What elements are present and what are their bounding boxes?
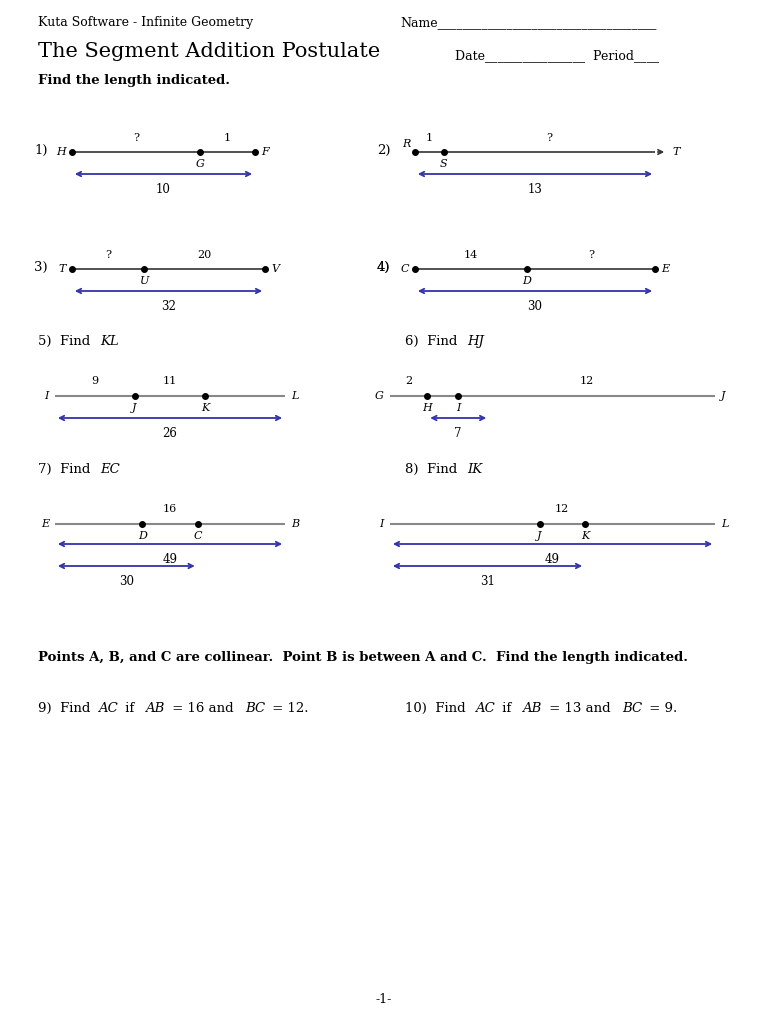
Text: D: D	[138, 531, 147, 541]
Text: 4): 4)	[377, 260, 390, 273]
Text: EC: EC	[100, 463, 120, 476]
Text: 8)  Find: 8) Find	[405, 463, 462, 476]
Text: 14: 14	[464, 250, 478, 260]
Text: L: L	[291, 391, 299, 401]
Text: 32: 32	[161, 300, 176, 313]
Text: 49: 49	[163, 553, 177, 566]
Text: I: I	[456, 403, 461, 413]
Text: F: F	[261, 147, 269, 157]
Text: K: K	[201, 403, 210, 413]
Text: 1): 1)	[34, 143, 48, 157]
Text: J: J	[721, 391, 726, 401]
Text: 13: 13	[528, 183, 542, 196]
Text: = 9.: = 9.	[645, 702, 677, 715]
Text: 9: 9	[91, 376, 98, 386]
Text: D: D	[523, 276, 531, 286]
Text: 10)  Find: 10) Find	[405, 702, 470, 715]
Text: AB: AB	[522, 702, 542, 715]
Text: KL: KL	[100, 335, 118, 348]
Text: 7)  Find: 7) Find	[38, 463, 94, 476]
Text: ?: ?	[588, 250, 594, 260]
Text: 1: 1	[425, 133, 433, 143]
Text: 6)  Find: 6) Find	[405, 335, 462, 348]
Text: R: R	[402, 139, 411, 150]
Text: 3): 3)	[34, 260, 48, 273]
Text: 12: 12	[580, 376, 594, 386]
Text: 4): 4)	[377, 260, 390, 273]
Text: 31: 31	[480, 575, 495, 588]
Text: AC: AC	[98, 702, 118, 715]
Text: if: if	[121, 702, 138, 715]
Text: AB: AB	[145, 702, 165, 715]
Text: = 12.: = 12.	[268, 702, 308, 715]
Text: E: E	[661, 264, 669, 274]
Text: = 13 and: = 13 and	[545, 702, 614, 715]
Text: BC: BC	[246, 702, 266, 715]
Text: H: H	[56, 147, 66, 157]
Text: I: I	[379, 519, 384, 529]
Text: Name___________________________________: Name___________________________________	[400, 16, 657, 29]
Text: T: T	[58, 264, 66, 274]
Text: The Segment Addition Postulate: The Segment Addition Postulate	[38, 42, 380, 61]
Text: C: C	[400, 264, 409, 274]
Text: 30: 30	[119, 575, 134, 588]
Text: = 16 and: = 16 and	[167, 702, 237, 715]
Text: H: H	[422, 403, 432, 413]
Text: U: U	[140, 276, 149, 286]
Text: J: J	[132, 403, 137, 413]
Text: B: B	[291, 519, 299, 529]
Text: 11: 11	[163, 376, 177, 386]
Text: 2: 2	[406, 376, 412, 386]
Text: 5)  Find: 5) Find	[38, 335, 94, 348]
Text: J: J	[538, 531, 541, 541]
Text: Find the length indicated.: Find the length indicated.	[38, 74, 230, 87]
Text: T: T	[672, 147, 680, 157]
Text: HJ: HJ	[467, 335, 484, 348]
Text: C: C	[194, 531, 202, 541]
Text: Date________________  Period____: Date________________ Period____	[455, 49, 659, 62]
Text: E: E	[41, 519, 49, 529]
Text: 20: 20	[197, 250, 212, 260]
Text: 49: 49	[545, 553, 560, 566]
Text: 2): 2)	[377, 143, 390, 157]
Text: 26: 26	[163, 427, 177, 440]
Text: 7: 7	[455, 427, 462, 440]
Text: I: I	[45, 391, 49, 401]
Text: G: G	[375, 391, 384, 401]
Text: BC: BC	[623, 702, 643, 715]
Text: 10: 10	[156, 183, 171, 196]
Text: IK: IK	[467, 463, 482, 476]
Text: -1-: -1-	[376, 993, 392, 1006]
Text: 16: 16	[163, 504, 177, 514]
Text: S: S	[440, 159, 448, 169]
Text: V: V	[271, 264, 279, 274]
Text: G: G	[196, 159, 204, 169]
Text: L: L	[721, 519, 728, 529]
Text: ?: ?	[133, 133, 139, 143]
Text: ?: ?	[105, 250, 111, 260]
Text: 9)  Find: 9) Find	[38, 702, 94, 715]
Text: 30: 30	[528, 300, 542, 313]
Text: K: K	[581, 531, 589, 541]
Text: ?: ?	[546, 133, 552, 143]
Text: if: if	[498, 702, 515, 715]
Text: 1: 1	[224, 133, 231, 143]
Text: 12: 12	[555, 504, 569, 514]
Text: Kuta Software - Infinite Geometry: Kuta Software - Infinite Geometry	[38, 16, 253, 29]
Text: Points A, B, and C are collinear.  Point B is between A and C.  Find the length : Points A, B, and C are collinear. Point …	[38, 651, 688, 664]
Text: AC: AC	[475, 702, 495, 715]
